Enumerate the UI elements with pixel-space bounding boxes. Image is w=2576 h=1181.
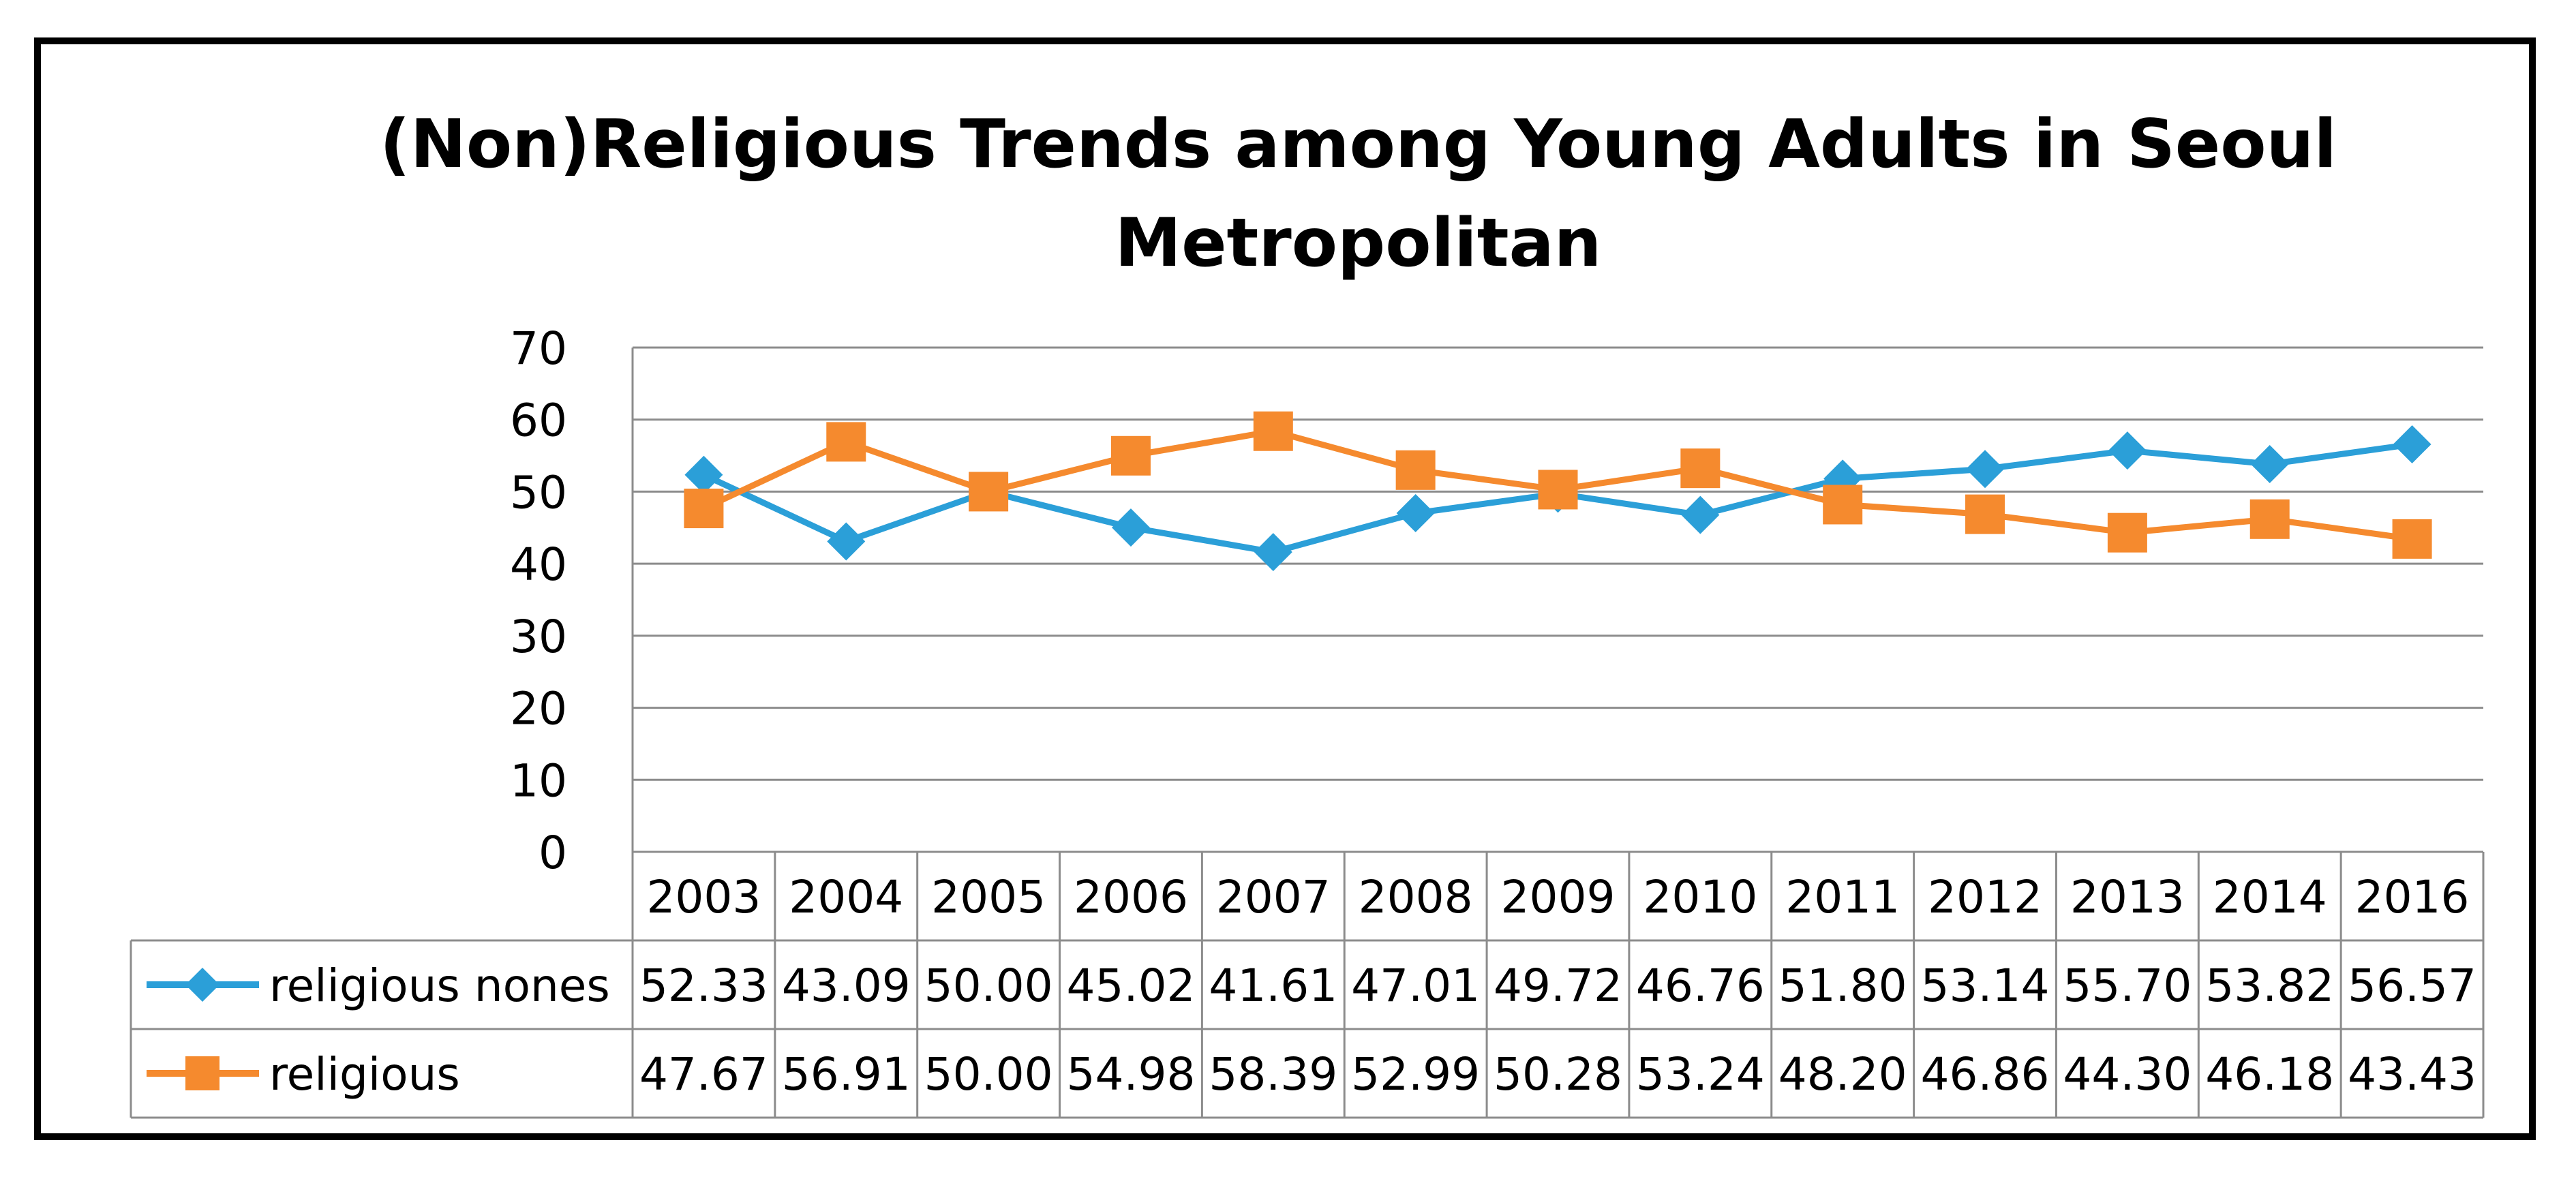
- legend-marker-square: [185, 1056, 219, 1090]
- point-diamond-2016: [2393, 425, 2431, 463]
- table-cell-square-2011: 48.20: [1778, 1048, 1907, 1101]
- y-tick-label-30: 30: [510, 611, 567, 663]
- point-square-2004: [826, 422, 866, 462]
- chart-title: (Non)Religious Trends among Young Adults…: [0, 95, 2576, 293]
- x-tick-label-2007: 2007: [1216, 871, 1331, 923]
- point-square-2011: [1823, 485, 1863, 525]
- y-tick-label-60: 60: [510, 395, 567, 447]
- point-diamond-2003: [684, 455, 723, 494]
- point-diamond-2014: [2250, 445, 2289, 484]
- table-cell-square-2004: 56.91: [782, 1048, 911, 1101]
- point-diamond-2010: [1681, 495, 1720, 534]
- point-square-2013: [2107, 512, 2147, 553]
- legend-label-square: religious: [269, 1048, 460, 1101]
- y-tick-label-70: 70: [510, 322, 567, 375]
- y-tick-label-40: 40: [510, 538, 567, 591]
- point-square-2012: [1965, 494, 2005, 534]
- point-square-2009: [1538, 470, 1578, 510]
- table-cell-diamond-2009: 49.72: [1494, 960, 1622, 1012]
- table-cell-diamond-2006: 45.02: [1066, 960, 1195, 1012]
- point-diamond-2012: [1966, 450, 2005, 489]
- x-tick-label-2010: 2010: [1643, 871, 1757, 923]
- table-cell-diamond-2004: 43.09: [782, 960, 911, 1012]
- table-cell-diamond-2008: 47.01: [1351, 960, 1480, 1012]
- point-square-2008: [1395, 450, 1436, 490]
- point-diamond-2008: [1396, 494, 1435, 533]
- point-square-2014: [2249, 499, 2290, 539]
- table-cell-square-2005: 50.00: [924, 1048, 1053, 1101]
- legend-marker-diamond: [185, 968, 219, 1002]
- x-tick-label-2011: 2011: [1785, 871, 1900, 923]
- table-cell-square-2016: 43.43: [2348, 1048, 2476, 1101]
- chart-frame: [34, 37, 2536, 1140]
- table-cell-square-2014: 46.18: [2205, 1048, 2334, 1101]
- table-cell-square-2010: 53.24: [1636, 1048, 1765, 1101]
- x-tick-label-2004: 2004: [789, 871, 903, 923]
- table-cell-square-2008: 52.99: [1351, 1048, 1480, 1101]
- table-cell-diamond-2012: 53.14: [1921, 960, 2050, 1012]
- legend-label-diamond: religious nones: [269, 960, 610, 1012]
- point-square-2003: [684, 489, 724, 529]
- table-cell-diamond-2014: 53.82: [2205, 960, 2334, 1012]
- x-tick-label-2003: 2003: [646, 871, 761, 923]
- table-cell-square-2013: 44.30: [2063, 1048, 2192, 1101]
- table-cell-square-2006: 54.98: [1066, 1048, 1195, 1101]
- point-diamond-2007: [1254, 533, 1292, 572]
- table-cell-diamond-2016: 56.57: [2348, 960, 2476, 1012]
- x-tick-label-2006: 2006: [1074, 871, 1188, 923]
- chart-title-line-2: Metropolitan: [1115, 204, 1602, 282]
- point-square-2010: [1680, 448, 1721, 489]
- x-tick-label-2013: 2013: [2070, 871, 2185, 923]
- table-cell-square-2003: 47.67: [639, 1048, 768, 1101]
- table-cell-diamond-2011: 51.80: [1778, 960, 1907, 1012]
- table-cell-diamond-2013: 55.70: [2063, 960, 2192, 1012]
- y-tick-label-10: 10: [510, 754, 567, 807]
- point-diamond-2004: [827, 522, 866, 561]
- point-square-2016: [2392, 519, 2432, 559]
- point-diamond-2013: [2108, 431, 2147, 470]
- table-cell-square-2009: 50.28: [1494, 1048, 1622, 1101]
- y-tick-label-20: 20: [510, 683, 567, 735]
- table-cell-square-2012: 46.86: [1921, 1048, 2050, 1101]
- table-cell-square-2007: 58.39: [1209, 1048, 1337, 1101]
- y-tick-label-50: 50: [510, 466, 567, 519]
- point-square-2006: [1110, 435, 1151, 476]
- x-tick-label-2016: 2016: [2355, 871, 2470, 923]
- x-tick-label-2008: 2008: [1359, 871, 1473, 923]
- x-tick-label-2012: 2012: [1928, 871, 2042, 923]
- point-diamond-2006: [1111, 508, 1150, 547]
- chart-title-line-1: (Non)Religious Trends among Young Adults…: [380, 106, 2337, 183]
- x-tick-label-2009: 2009: [1501, 871, 1616, 923]
- x-tick-label-2014: 2014: [2213, 871, 2327, 923]
- x-tick-label-2005: 2005: [931, 871, 1046, 923]
- point-square-2005: [969, 472, 1009, 512]
- table-cell-diamond-2005: 50.00: [924, 960, 1053, 1012]
- y-tick-label-0: 0: [539, 827, 567, 879]
- point-square-2007: [1253, 411, 1293, 451]
- table-cell-diamond-2007: 41.61: [1209, 960, 1337, 1012]
- table-cell-diamond-2003: 52.33: [639, 960, 768, 1012]
- table-cell-diamond-2010: 46.76: [1636, 960, 1765, 1012]
